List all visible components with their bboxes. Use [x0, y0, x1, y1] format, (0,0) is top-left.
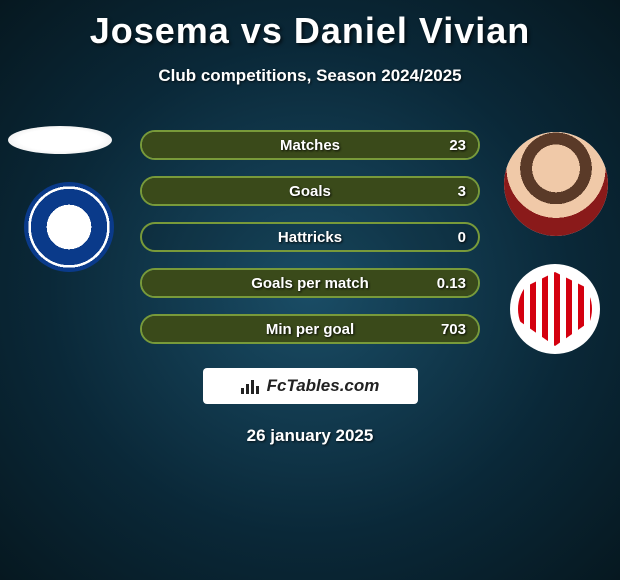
comparison-panel: Matches23 Goals3 Hattricks0 Goals per match…	[0, 114, 620, 354]
subtitle: Club competitions, Season 2024/2025	[0, 66, 620, 86]
player-right-club-badge	[510, 264, 600, 354]
stat-label: Hattricks	[202, 229, 418, 246]
stat-row: Goals3	[140, 176, 480, 206]
face-icon	[504, 132, 608, 236]
stat-value-right: 23	[418, 137, 478, 154]
page-title: Josema vs Daniel Vivian	[0, 0, 620, 52]
stat-row: Goals per match0.13	[140, 268, 480, 298]
stat-value-right: 0	[418, 229, 478, 246]
stat-value-right: 703	[418, 321, 478, 338]
player-left-club-badge	[24, 182, 114, 272]
bars-icon	[241, 378, 261, 394]
athletic-badge-icon	[510, 264, 600, 354]
stat-row: Matches23	[140, 130, 480, 160]
player-right-avatar	[504, 132, 608, 236]
stat-label: Goals per match	[202, 275, 418, 292]
leganes-badge-icon	[24, 182, 114, 272]
stat-row: Hattricks0	[140, 222, 480, 252]
stat-row: Min per goal703	[140, 314, 480, 344]
branding-badge: FcTables.com	[203, 368, 418, 404]
stat-label: Min per goal	[202, 321, 418, 338]
date-text: 26 january 2025	[0, 426, 620, 446]
stats-list: Matches23 Goals3 Hattricks0 Goals per match…	[140, 130, 480, 360]
stat-label: Matches	[202, 137, 418, 154]
stat-value-right: 3	[418, 183, 478, 200]
player-left-avatar	[8, 126, 112, 154]
stat-value-right: 0.13	[418, 275, 478, 292]
stat-label: Goals	[202, 183, 418, 200]
branding-text: FcTables.com	[267, 376, 380, 396]
